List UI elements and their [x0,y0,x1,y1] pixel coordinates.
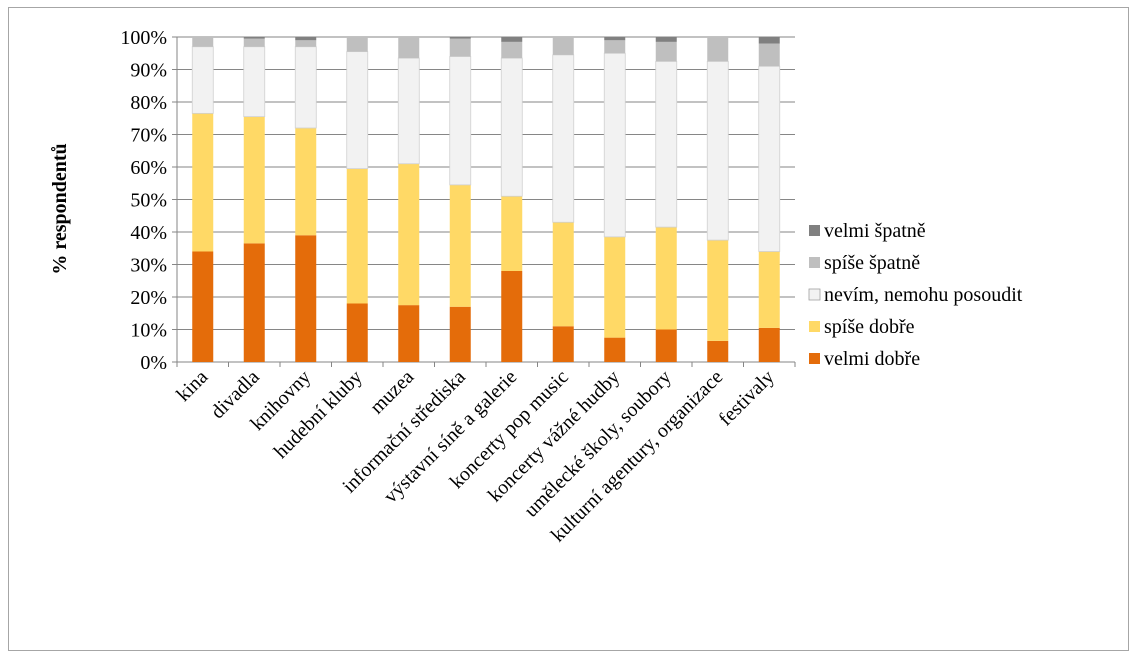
stacked-bar-chart: 0% 10% 20% 30% 40% 50% 60% 70% 80% 90% 100% kinadi… [49,27,1023,547]
bar-segment-2 [346,168,368,304]
bar-segment-4 [398,37,420,59]
gridlines [177,36,795,330]
bar-segment-1 [346,303,368,362]
bar-segment-4 [707,37,729,62]
bar-segment-1 [707,340,729,362]
bar-segment-2 [192,113,214,252]
bar-segment-1 [449,306,471,362]
bar-segment-5 [501,37,523,42]
bar-segment-4 [192,37,214,47]
bar-segment-5 [655,37,677,42]
bar-segment-1 [758,327,780,362]
bar-segment-2 [604,236,626,338]
y-tick-label: 30% [130,255,167,277]
bar-segment-4 [552,37,574,55]
y-tick-label: 70% [130,125,167,147]
bars [191,37,781,362]
x-category-label: kina [172,366,212,406]
bar-segment-1 [295,235,317,362]
y-axis-title: % respondentů [49,143,71,274]
bar-segment-3 [397,57,420,165]
legend-label: nevím, nemohu posoudit [824,284,1023,306]
bar-segment-1 [243,243,265,362]
bar-segment-4 [346,37,368,52]
bar-segment-1 [604,337,626,362]
bar-segment-2 [552,222,574,327]
bar-segment-2 [449,184,471,307]
bar-segment-3 [294,46,317,129]
bar-segment-5 [604,37,626,41]
bar-segment-5 [243,37,265,39]
legend-label: velmi dobře [824,348,920,370]
bar-segment-3 [449,56,472,186]
x-category-label: festivaly [715,366,779,430]
bar-segment-2 [501,196,523,271]
bar-segment-2 [398,163,420,306]
bar-segment-2 [655,227,677,330]
legend-swatch [809,257,820,268]
bar-segment-5 [758,37,780,44]
legend-label: velmi špatně [824,220,926,242]
y-tick-labels: 0% 10% 20% 30% 40% 50% 60% 70% 80% 90% 100% [120,27,167,374]
bar-segment-3 [500,57,523,197]
legend-label: spíše špatně [824,252,920,274]
bar-segment-3 [603,52,626,238]
bar-segment-3 [191,46,214,114]
y-tick-label: 90% [130,60,167,82]
bar-segment-3 [346,51,369,170]
bar-segment-2 [295,128,317,236]
bar-segment-4 [501,41,523,59]
y-tick-label: 20% [130,287,167,309]
y-tick-label: 40% [130,222,167,244]
bar-segment-5 [295,37,317,41]
bar-segment-2 [243,116,265,244]
bar-segment-2 [758,251,780,328]
bar-segment-1 [398,305,420,362]
y-tick-label: 100% [120,27,167,49]
legend-swatch [809,353,820,364]
legend-swatch [808,288,821,301]
bar-segment-3 [758,65,781,252]
bar-segment-1 [192,251,214,362]
bar-segment-1 [501,271,523,362]
legend: velmi špatně spíše špatně nevím, nemohu po… [808,220,1023,370]
y-tick-label: 60% [130,157,167,179]
bar-segment-3 [552,54,575,223]
bar-segment-4 [604,40,626,54]
bar-segment-4 [758,43,780,67]
bar-segment-3 [243,46,266,118]
y-tick-label: 10% [130,320,167,342]
bar-segment-2 [707,240,729,341]
bar-segment-4 [655,41,677,62]
y-tick-label: 80% [130,92,167,114]
bar-segment-1 [552,326,574,362]
bar-segment-5 [449,37,471,39]
axes [172,36,796,367]
bar-segment-4 [295,40,317,47]
bar-segment-4 [449,38,471,57]
legend-label: spíše dobře [824,316,915,338]
y-tick-label: 50% [130,190,167,212]
bar-segment-3 [655,60,678,228]
bar-segment-3 [706,60,729,241]
legend-swatch [809,321,820,332]
bar-segment-1 [655,329,677,362]
bar-segment-4 [243,38,265,47]
legend-swatch [809,225,820,236]
chart-frame: 0% 10% 20% 30% 40% 50% 60% 70% 80% 90% 100% kina di… [8,7,1129,651]
y-tick-label: 0% [140,352,167,374]
